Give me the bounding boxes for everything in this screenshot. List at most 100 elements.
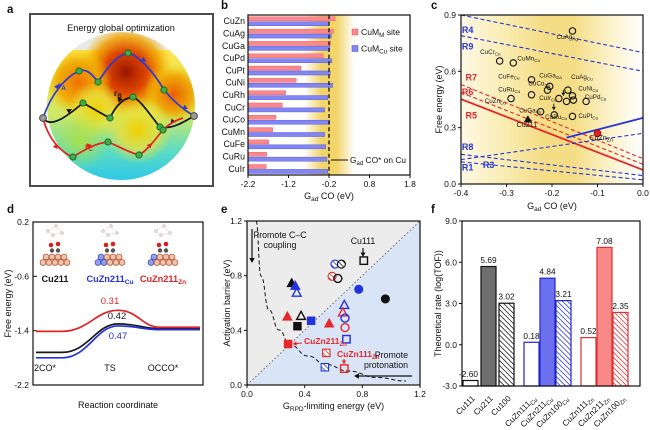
stage-label: TS xyxy=(104,363,116,373)
x-tick-label: -0.4 xyxy=(454,188,469,198)
bar-CuNi-Cu-site xyxy=(247,83,333,88)
bar-value-label: -2.60 xyxy=(459,369,478,379)
bar-CuRu-Cu-site xyxy=(247,156,328,162)
y-tick-label: 0.8 xyxy=(230,271,242,281)
alloy-site-point xyxy=(582,97,590,106)
point-label: CuMnCu xyxy=(517,55,540,62)
category-label: CuIr xyxy=(228,164,245,174)
y-tick-label: 0.0 xyxy=(444,179,456,189)
category-label: CuZn xyxy=(223,16,245,26)
bar-value-label: 5.69 xyxy=(480,255,497,265)
point-label: CuNiCu xyxy=(578,86,598,93)
y-tick-label: 0.0 xyxy=(445,340,457,350)
minimum-dot xyxy=(159,126,167,134)
marker-blue-tri-solid xyxy=(289,280,301,290)
point-label: CuIrCu xyxy=(539,95,557,102)
alloy-site-point xyxy=(495,57,504,65)
annotation-cuzn111zn: CuZn111Zn xyxy=(337,349,380,361)
y-tick-label: 0.2 xyxy=(17,217,29,227)
alloy-site-point xyxy=(569,96,578,104)
minimum-dot xyxy=(129,93,137,101)
x-tick-label: -0.2 xyxy=(322,179,337,189)
x-tick-label: 0.8 xyxy=(364,179,376,189)
point-label: CuFeCu xyxy=(498,73,520,80)
minimum-dot xyxy=(104,138,112,146)
y-axis-label: Free energy (eV) xyxy=(434,65,444,133)
x-tick-label: -1.2 xyxy=(281,179,296,189)
annotation-promote-protonation: Promote xyxy=(375,350,408,360)
alloy-site-point xyxy=(536,107,545,116)
minimum-dot xyxy=(79,99,87,107)
endpoint-dot xyxy=(39,114,47,122)
y-tick-label: 0.4 xyxy=(230,325,242,335)
special-point-label: Cu211 xyxy=(517,120,538,129)
y-tick-label: -1.4 xyxy=(14,326,29,336)
region-label-R6: R6 xyxy=(462,87,474,97)
alloy-site-point xyxy=(555,94,563,103)
bar-4 xyxy=(539,277,556,387)
region-line-R8 xyxy=(460,132,644,161)
bar-CuAg-Cu-site xyxy=(247,33,332,39)
y-axis-label: Free energy (eV) xyxy=(3,269,13,337)
y-tick-label: 0.9 xyxy=(444,10,456,20)
energy-curve xyxy=(36,309,200,333)
bar-CuAg-M-site xyxy=(247,28,334,34)
cuznzn-marker xyxy=(593,129,602,138)
y-tick-label: 0.3 xyxy=(444,123,456,133)
x-axis-label: Gad CO (eV) xyxy=(527,201,577,213)
region-line-solid xyxy=(566,117,644,139)
alloy-site-point xyxy=(543,86,552,94)
minimum-dot xyxy=(94,78,102,86)
x-tick-label: -0.3 xyxy=(499,188,514,198)
marker-black-circ-hatch xyxy=(336,259,346,269)
marker-blue-circ-open xyxy=(340,313,350,323)
bar-CuGa-M-site xyxy=(247,41,331,46)
y-tick-label: 0.0 xyxy=(230,380,242,390)
marker-black-tri-open xyxy=(295,309,307,321)
panel-letter-b: b xyxy=(221,0,229,12)
alloy-site-point xyxy=(527,91,536,99)
cu211-marker xyxy=(523,115,533,123)
bar-CuMn-Cu-site xyxy=(247,132,325,137)
alloy-site-point xyxy=(568,27,577,35)
region-line-R4 xyxy=(460,14,644,54)
minimum-dot xyxy=(106,114,114,122)
stage-label: 2CO* xyxy=(34,363,57,373)
bar-CuGa-Cu-site xyxy=(247,46,331,51)
panel-letter-e: e xyxy=(221,204,228,216)
y-tick-label: 6.0 xyxy=(445,257,457,267)
point-label: CuPdCu xyxy=(585,94,607,101)
category-label: Cu100 xyxy=(489,394,513,418)
category-label: CuAg xyxy=(223,28,245,38)
marker-blue-tri-open xyxy=(291,286,303,297)
y-tick-label: 0.6 xyxy=(444,66,456,76)
category-label: CuCr xyxy=(224,102,245,112)
molecule-inset-2 xyxy=(147,224,179,266)
panel-letter-c: c xyxy=(431,0,438,12)
panel-a-title: Energy global optimization xyxy=(67,23,175,33)
marker-blue-sq-hatch xyxy=(320,362,330,372)
category-label: CuPd xyxy=(223,53,245,63)
bar-2 xyxy=(498,302,515,387)
annotation-promote-coupling: Promote C–C xyxy=(253,230,307,240)
bar-value-label: 3.02 xyxy=(498,292,515,302)
curve-name: CuZn211Zn xyxy=(140,274,186,286)
barrier-value: 0.47 xyxy=(109,331,128,342)
path-label: rC xyxy=(85,141,93,153)
x-tick-label: 0.8 xyxy=(356,389,368,399)
annotation-cu111: Cu111 xyxy=(351,236,376,246)
endpoint-dot xyxy=(190,112,198,120)
bar-5 xyxy=(555,300,572,387)
panel-f-tof-bar-chart: -2.60 5.69 3.02 0.18 4.84 3.21 0.52 7.08 2.35 9.0… xyxy=(433,216,641,430)
panel-b-co-adsorption-bar-chart: CuZn CuAg CuGa CuPd CuPt CuNi CuRh CuCr CuCo CuMn… xyxy=(222,14,416,203)
alloy-site-point xyxy=(562,97,571,106)
category-label: CuMn xyxy=(222,127,246,137)
point-label: CuZnCu xyxy=(485,98,507,105)
alloy-site-point xyxy=(507,94,515,103)
region-label-R3: R3 xyxy=(483,160,495,170)
bar-CuRh-M-site xyxy=(247,90,286,95)
point-label: CuGaGa xyxy=(539,73,562,80)
alloy-site-point xyxy=(550,111,559,119)
point-label: CuAgCu xyxy=(571,74,593,81)
